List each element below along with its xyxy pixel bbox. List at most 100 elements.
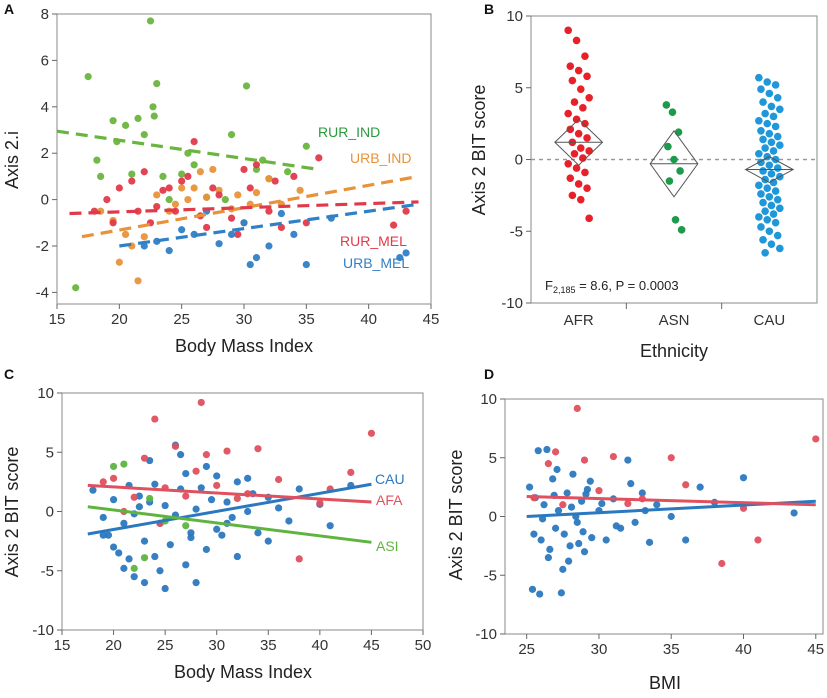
data-point-cau xyxy=(755,116,763,125)
x-tick-label: 35 xyxy=(298,311,315,328)
data-point-afr xyxy=(572,164,581,172)
data-point-blue xyxy=(565,557,573,565)
legend-rur-mel: RUR_MEL xyxy=(340,233,407,249)
data-point-urb-mel xyxy=(402,249,410,257)
data-point-urb-ind xyxy=(296,186,304,194)
data-point-asi xyxy=(120,460,128,468)
data-point-blue xyxy=(530,530,538,538)
data-point-rur-mel xyxy=(184,172,192,180)
data-point-urb-ind xyxy=(234,191,242,199)
data-point-cau xyxy=(285,517,293,525)
category-label: CAU xyxy=(753,312,785,329)
data-point-rur-ind xyxy=(109,117,117,125)
data-point-urb-mel xyxy=(302,260,310,269)
fit-line-urb-mel xyxy=(119,202,419,248)
data-point-urb-ind xyxy=(203,193,211,201)
data-point-rur-ind xyxy=(153,80,161,88)
data-point-afr xyxy=(574,180,583,188)
panel-b-stat-sub: 2,185 xyxy=(553,285,576,295)
data-point-cau xyxy=(757,223,765,231)
fit-line-rur-ind xyxy=(56,129,320,172)
data-point-afr xyxy=(566,174,575,182)
data-point-cau xyxy=(228,513,236,522)
data-point-cau xyxy=(765,193,774,201)
data-point-urb-ind xyxy=(265,175,273,183)
fit-line-cau xyxy=(87,482,372,536)
panel-d-marks: 25 30 35 40 45 -10 -5 0 5 10 xyxy=(475,391,824,658)
data-point-cau xyxy=(765,89,774,98)
data-point-rur-ind xyxy=(227,131,236,139)
data-point-cau xyxy=(295,485,303,493)
data-point-rur-ind xyxy=(97,172,105,180)
data-point-blue xyxy=(557,589,565,597)
data-point-asi xyxy=(182,522,190,530)
data-point-red xyxy=(544,460,552,468)
data-point-cau xyxy=(140,537,149,545)
data-point-afr xyxy=(566,62,575,71)
data-point-cau xyxy=(769,210,778,218)
data-point-cau xyxy=(233,478,241,486)
data-point-cau xyxy=(757,190,765,198)
data-point-rur-ind xyxy=(140,131,148,139)
fit-line-afa xyxy=(87,483,372,504)
data-point-afr xyxy=(574,129,583,138)
data-point-cau xyxy=(89,486,97,494)
data-point-cau xyxy=(218,531,226,539)
y-tick-label: -10 xyxy=(475,626,497,643)
data-point-red xyxy=(754,536,762,544)
data-point-rur-mel xyxy=(402,207,410,215)
panel-b-stat-f: F xyxy=(545,278,553,293)
data-point-afr xyxy=(564,26,572,35)
data-point-cau xyxy=(125,555,133,563)
data-point-rur-mel xyxy=(240,165,248,174)
data-point-blue xyxy=(540,501,548,509)
x-tick-label: 50 xyxy=(415,637,432,654)
data-point-afr xyxy=(572,115,581,124)
y-tick-label: 10 xyxy=(37,385,54,402)
data-point-rur-mel xyxy=(271,177,279,185)
y-tick-label: 0 xyxy=(515,152,523,169)
data-point-afr xyxy=(566,125,575,134)
data-point-cau xyxy=(773,195,782,204)
data-point-cau xyxy=(192,505,200,513)
data-point-cau xyxy=(765,227,774,236)
data-point-rur-mel xyxy=(215,191,223,199)
data-point-blue xyxy=(536,590,544,598)
data-point-urb-ind xyxy=(190,184,198,192)
x-tick-label: 30 xyxy=(208,637,225,654)
data-point-rur-ind xyxy=(221,196,229,204)
x-tick-label: 35 xyxy=(260,637,277,654)
data-point-cau xyxy=(759,198,767,207)
data-point-cau xyxy=(115,549,123,557)
data-point-cau xyxy=(763,78,772,86)
data-point-asn xyxy=(664,142,672,151)
panel-b-marks: -10 -5 0 5 10 AFR ASN CAU xyxy=(501,8,817,329)
data-point-urb-mel xyxy=(227,230,236,238)
data-point-blue xyxy=(627,480,635,488)
y-tick-label: 5 xyxy=(515,80,523,97)
x-tick-label: 35 xyxy=(663,641,680,658)
data-point-cau xyxy=(177,451,185,459)
panel-b-stat-rest: = 8.6, P = 0.0003 xyxy=(575,278,678,293)
data-point-rur-mel xyxy=(252,161,261,169)
data-point-afa xyxy=(295,555,303,563)
legend-urb-mel: URB_MEL xyxy=(343,255,409,271)
data-point-cau xyxy=(140,579,149,587)
data-point-afa xyxy=(223,447,231,455)
data-point-blue xyxy=(528,585,537,593)
data-point-afr xyxy=(579,104,587,112)
data-point-red xyxy=(718,559,726,568)
data-point-rur-mel xyxy=(227,214,236,222)
data-point-blue xyxy=(575,539,583,548)
x-tick-label: 30 xyxy=(591,641,608,658)
panel-c: C 15 20 25 30 35 40 45 50 -10 -5 0 5 10 Body Mass In… xyxy=(2,366,431,682)
data-point-afr xyxy=(583,134,591,142)
legend-urb-ind: URB_IND xyxy=(350,150,411,166)
panel-d-ylabel: Axis 2 BIT score xyxy=(446,450,466,581)
data-point-cau xyxy=(244,474,252,482)
data-point-rur-mel xyxy=(277,223,285,232)
y-tick-label: -5 xyxy=(41,563,54,580)
data-point-asi xyxy=(130,564,138,572)
panel-c-ylabel: Axis 2 BIT score xyxy=(2,447,22,578)
data-point-afr xyxy=(585,214,593,223)
